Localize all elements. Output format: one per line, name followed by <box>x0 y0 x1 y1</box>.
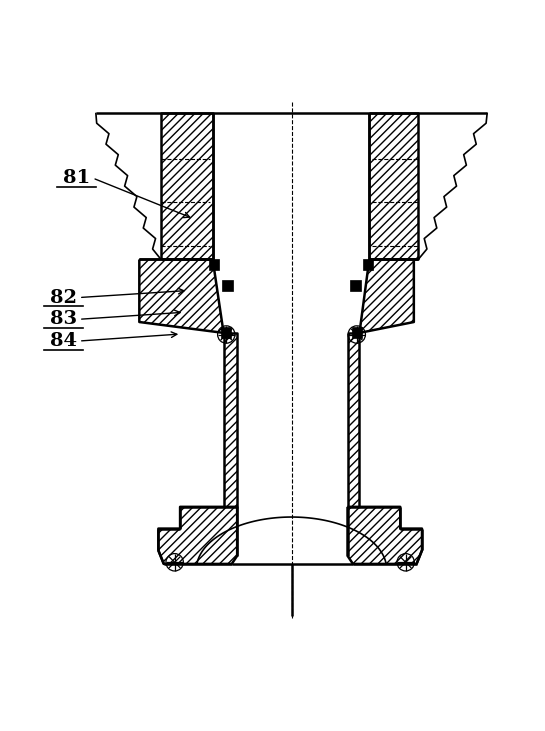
Text: 84: 84 <box>50 332 77 350</box>
Text: 83: 83 <box>50 310 77 328</box>
Bar <box>209 260 219 270</box>
Bar <box>221 327 231 338</box>
Bar <box>352 327 362 338</box>
Text: 82: 82 <box>50 289 77 306</box>
Bar <box>350 280 361 291</box>
Bar <box>222 280 233 291</box>
Text: 81: 81 <box>63 169 90 187</box>
Bar <box>363 260 373 270</box>
